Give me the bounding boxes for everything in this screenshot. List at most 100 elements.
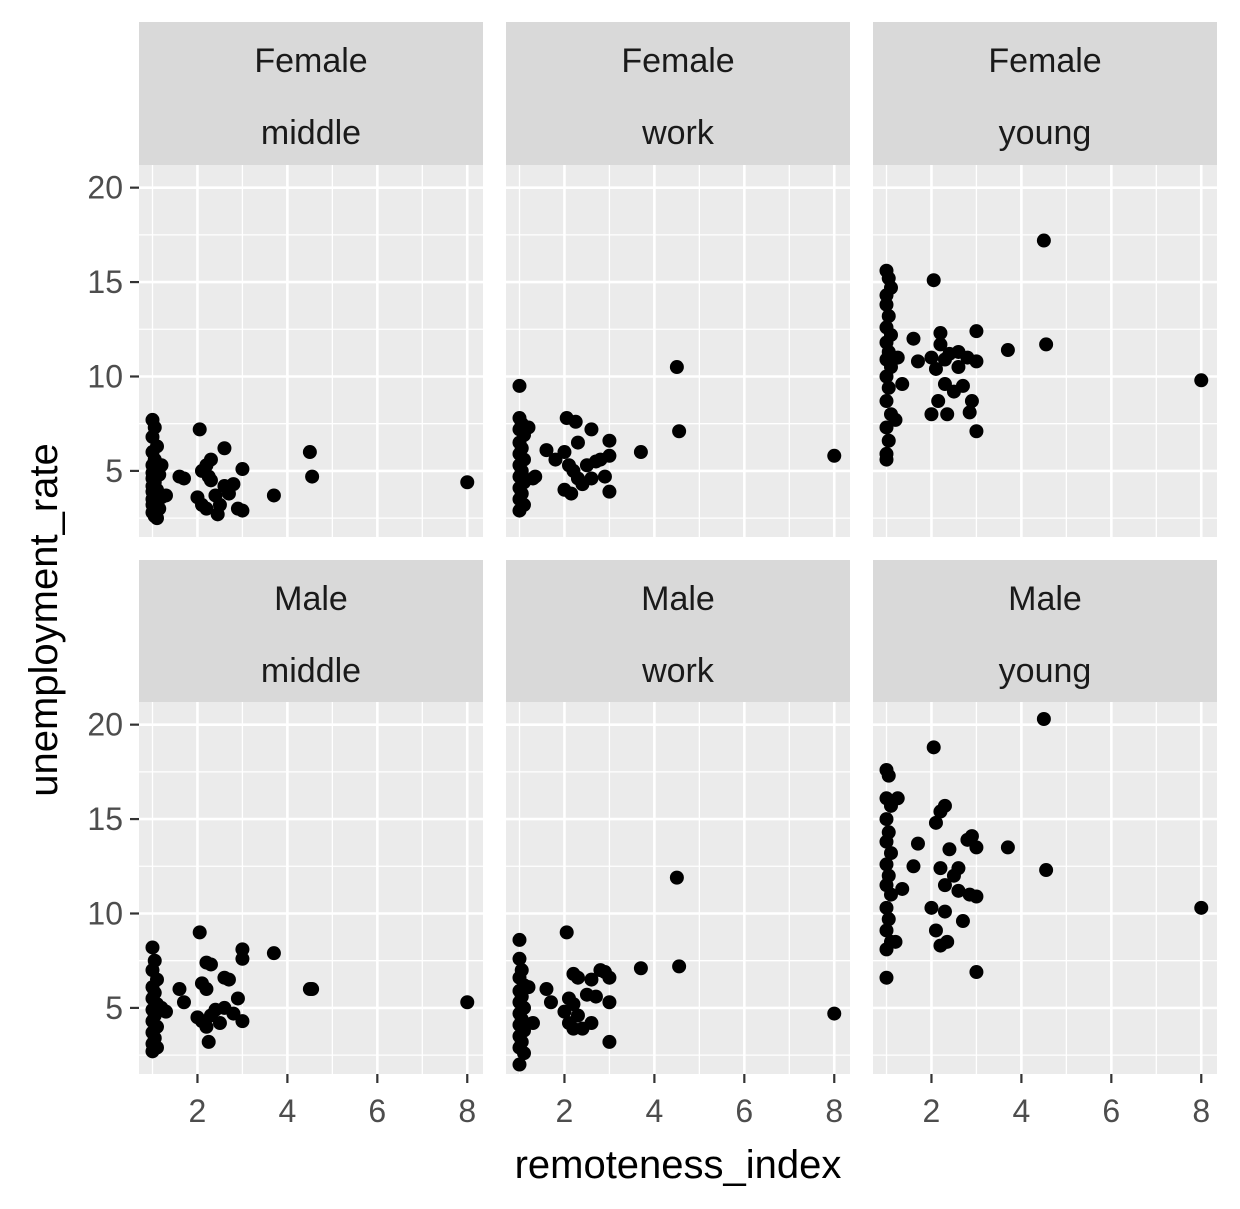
data-point xyxy=(924,407,939,422)
data-point xyxy=(557,1004,572,1019)
data-point xyxy=(969,889,984,904)
y-tick-label: 10 xyxy=(87,895,123,931)
data-point xyxy=(521,980,536,995)
facet-label-sex: Female xyxy=(988,42,1101,80)
facet-label-age-group: young xyxy=(999,652,1092,690)
x-tick-label: 2 xyxy=(556,1093,574,1129)
facet-panel: Female middle xyxy=(139,22,483,537)
facet-label-sex: Male xyxy=(274,580,348,618)
data-point xyxy=(669,870,684,885)
y-tick-label: 15 xyxy=(87,801,123,837)
data-point xyxy=(210,507,225,522)
facet-strip xyxy=(506,560,850,702)
data-point xyxy=(201,469,216,484)
data-point xyxy=(176,995,191,1010)
data-point xyxy=(955,378,970,393)
data-point xyxy=(557,445,572,460)
data-point xyxy=(883,887,898,902)
x-tick-label: 8 xyxy=(825,1093,843,1129)
x-tick-label: 4 xyxy=(1012,1093,1030,1129)
data-point xyxy=(962,405,977,420)
facet-strip xyxy=(139,560,483,702)
data-point xyxy=(570,435,585,450)
data-point xyxy=(235,951,250,966)
data-point xyxy=(217,441,232,456)
data-point xyxy=(931,394,946,409)
data-point xyxy=(933,337,948,352)
data-point xyxy=(512,378,527,393)
data-point xyxy=(221,972,236,987)
x-tick-label: 4 xyxy=(645,1093,663,1129)
data-point xyxy=(881,433,896,448)
facet-strip xyxy=(506,22,850,165)
data-point xyxy=(933,326,948,341)
data-point xyxy=(964,829,979,844)
facet-strip xyxy=(873,560,1217,702)
data-point xyxy=(564,486,579,501)
data-point xyxy=(879,970,894,985)
facet-label-age-group: work xyxy=(641,114,715,152)
data-point xyxy=(933,861,948,876)
data-point xyxy=(890,350,905,365)
facet-strip xyxy=(139,22,483,165)
data-point xyxy=(584,972,599,987)
facet-panel: Female work xyxy=(506,22,850,537)
panel-background xyxy=(506,165,850,537)
x-tick-label: 4 xyxy=(278,1093,296,1129)
data-point xyxy=(528,469,543,484)
data-point xyxy=(969,324,984,339)
panel-background xyxy=(873,702,1217,1074)
data-point xyxy=(154,458,169,473)
data-point xyxy=(203,452,218,467)
data-point xyxy=(568,414,583,429)
y-axis-title: unemployment_rate xyxy=(22,443,66,797)
x-tick-label: 2 xyxy=(189,1093,207,1129)
data-point xyxy=(158,488,173,503)
facet-label-age-group: young xyxy=(999,114,1092,152)
data-point xyxy=(584,422,599,437)
facet-panel: Male work xyxy=(506,560,850,1074)
data-point xyxy=(910,354,925,369)
data-point xyxy=(266,946,281,961)
y-tick-label: 5 xyxy=(105,990,123,1026)
data-point xyxy=(942,842,957,857)
data-point xyxy=(199,982,214,997)
x-tick-label: 6 xyxy=(1102,1093,1120,1129)
data-point xyxy=(969,965,984,980)
data-point xyxy=(176,471,191,486)
data-point xyxy=(149,511,164,526)
data-point xyxy=(881,380,896,395)
data-point xyxy=(235,1014,250,1029)
data-point xyxy=(928,815,943,830)
x-tick-label: 6 xyxy=(735,1093,753,1129)
data-point xyxy=(460,475,475,490)
data-point xyxy=(879,297,894,312)
panel-background xyxy=(506,702,850,1074)
data-point xyxy=(1000,343,1015,358)
data-point xyxy=(570,970,585,985)
data-point xyxy=(543,995,558,1010)
data-point xyxy=(879,923,894,938)
x-tick-label: 6 xyxy=(368,1093,386,1129)
data-point xyxy=(895,377,910,392)
data-point xyxy=(199,501,214,516)
data-point xyxy=(199,1019,214,1034)
facet-panel: Female young xyxy=(873,22,1217,537)
data-point xyxy=(559,925,574,940)
data-point xyxy=(145,940,160,955)
data-point xyxy=(888,412,903,427)
data-point xyxy=(827,448,842,463)
data-point xyxy=(1194,900,1209,915)
data-point xyxy=(906,859,921,874)
data-point xyxy=(201,1034,216,1049)
data-point xyxy=(633,445,648,460)
data-point xyxy=(879,857,894,872)
data-point xyxy=(940,934,955,949)
facet-label-age-group: middle xyxy=(261,114,361,152)
facet-panel: Male middle xyxy=(139,560,483,1074)
data-point xyxy=(172,982,187,997)
data-point xyxy=(890,791,905,806)
x-axis-title: remoteness_index xyxy=(515,1143,842,1187)
data-point xyxy=(881,768,896,783)
facet-label-sex: Female xyxy=(621,42,734,80)
